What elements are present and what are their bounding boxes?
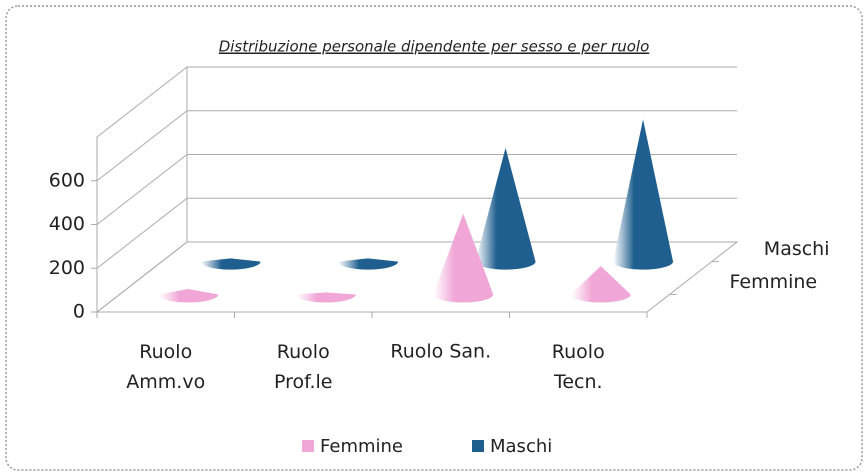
chart-frame [5,5,863,471]
x-tick-label: Ruolo Prof.le [274,341,332,393]
x-tick-label: Ruolo San. [390,341,491,363]
legend-label: Maschi [490,436,552,457]
depth-label: Femmine [730,271,818,293]
x-tick-label: Ruolo Tecn. [552,341,605,393]
y-tick-label: 400 [49,213,85,235]
cone [613,119,674,270]
legend-swatch [472,440,484,452]
grid-line [96,154,737,225]
cone [158,289,219,303]
grid-line [96,197,737,269]
grid-line [96,241,737,313]
cone [295,292,356,303]
legend-label: Femmine [320,436,403,457]
x-tick-label: Ruolo Amm.vo [126,341,205,393]
y-tick-label: 600 [49,169,85,191]
cone [433,213,494,303]
cone [200,258,261,270]
cone [475,147,536,270]
grid-line [96,110,737,182]
y-tick-label: 0 [73,301,85,323]
y-tick-label: 200 [49,257,85,279]
cone [338,258,399,270]
chart-title: Distribuzione personale dipendente per s… [219,38,650,56]
depth-label: Maschi [764,238,830,260]
legend-swatch [302,440,314,452]
cone [570,266,631,303]
